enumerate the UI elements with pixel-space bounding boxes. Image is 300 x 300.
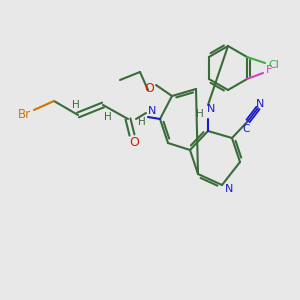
Text: Br: Br	[17, 107, 31, 121]
Text: H: H	[72, 100, 80, 110]
Text: H: H	[196, 109, 204, 119]
Text: H: H	[138, 117, 146, 127]
Text: O: O	[144, 82, 154, 94]
Text: C: C	[242, 124, 250, 134]
Text: N: N	[256, 99, 264, 109]
Text: H: H	[104, 112, 112, 122]
Text: N: N	[148, 106, 156, 116]
Text: O: O	[129, 136, 139, 149]
Text: N: N	[207, 104, 215, 114]
Text: F: F	[266, 65, 272, 75]
Text: Cl: Cl	[268, 60, 280, 70]
Text: N: N	[225, 184, 233, 194]
